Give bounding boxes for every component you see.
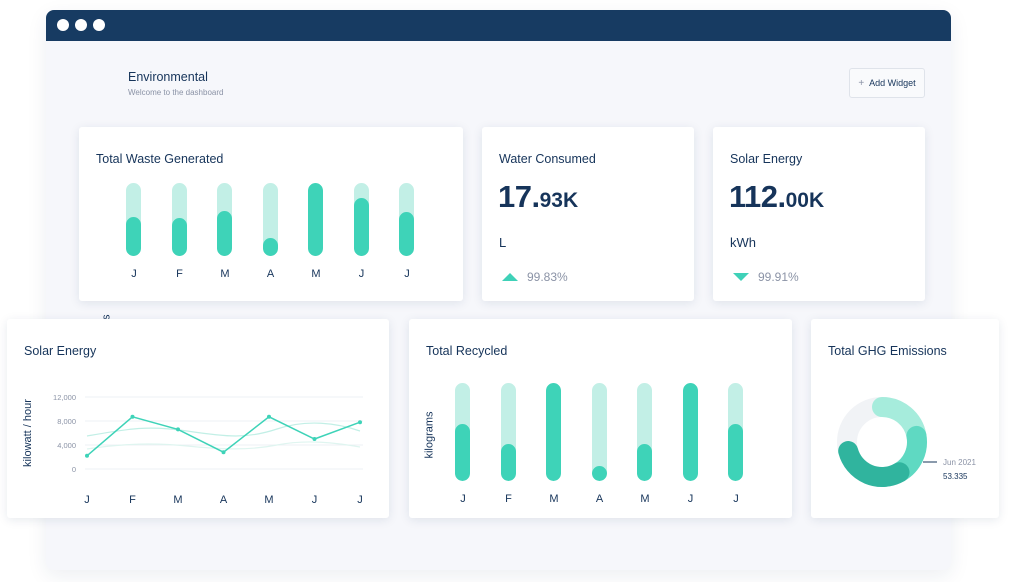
x-tick-label: M <box>311 268 321 280</box>
window-control-dot[interactable] <box>93 19 105 31</box>
bar-track[interactable] <box>728 383 743 481</box>
bar-track[interactable] <box>546 383 561 481</box>
data-point[interactable] <box>358 420 362 425</box>
y-tick-label: 0 <box>72 465 76 474</box>
bar-value <box>455 424 470 481</box>
trend-down-icon <box>733 273 749 281</box>
x-tick-label: M <box>549 493 559 505</box>
bar-track[interactable] <box>500 383 516 481</box>
ghg-annotation-value: 53.335 <box>943 472 968 481</box>
solar-kpi-trend: 99.91% <box>733 270 799 284</box>
page-title: Environmental <box>128 70 208 84</box>
x-tick-label: J <box>84 494 90 506</box>
x-tick-label: A <box>266 268 275 280</box>
bar-value <box>591 466 607 481</box>
data-point[interactable] <box>221 450 226 455</box>
donut-slice[interactable] <box>838 441 910 487</box>
bar-track[interactable] <box>308 183 323 256</box>
bar-track[interactable] <box>682 383 698 481</box>
solar-kpi-trend-value: 99.91% <box>758 270 799 284</box>
waste-card-title: Total Waste Generated <box>96 152 224 166</box>
bar-value <box>682 383 698 481</box>
ghg-donut-chart <box>837 397 937 487</box>
x-tick-label: J <box>131 268 137 280</box>
data-point[interactable] <box>85 453 89 458</box>
y-tick-label: 8,000 <box>57 417 76 426</box>
recycled-y-axis-label: kilograms <box>423 411 436 459</box>
window-control-dot[interactable] <box>57 19 69 31</box>
bar-track[interactable] <box>637 383 652 481</box>
x-tick-label: J <box>312 494 318 506</box>
bar-value <box>171 218 187 256</box>
recycled-card-title: Total Recycled <box>426 344 508 358</box>
bar-track[interactable] <box>455 383 470 481</box>
solar-chart-title: Solar Energy <box>24 344 97 358</box>
x-tick-label: A <box>220 494 228 506</box>
bar-value <box>217 211 232 256</box>
solar-line-chart: 12,000 8,000 4,000 0 J F M A M J J <box>53 393 363 506</box>
bar-value <box>126 217 141 256</box>
bar-track[interactable] <box>353 183 369 256</box>
trend-up-icon <box>502 273 518 281</box>
solar-kpi-title: Solar Energy <box>730 152 803 166</box>
y-tick-label: 4,000 <box>57 441 76 450</box>
bar-track[interactable] <box>262 183 278 256</box>
water-value: 17.93K <box>498 179 579 214</box>
water-card[interactable]: Water Consumed 17.93K L 99.83% <box>482 127 694 301</box>
x-tick-label: M <box>264 494 273 506</box>
x-tick-label: F <box>505 493 512 505</box>
x-tick-label: M <box>640 493 650 505</box>
x-tick-label: F <box>129 494 136 506</box>
bar-value <box>262 237 278 256</box>
bar-track[interactable] <box>217 183 232 256</box>
x-tick-label: J <box>404 268 410 280</box>
solar-chart-card[interactable]: Solar Energy kilowatt / hour 12,000 8,000… <box>7 319 389 518</box>
water-card-title: Water Consumed <box>499 152 596 166</box>
bar-value <box>353 197 369 256</box>
solar-kpi-value: 112.00K <box>729 179 825 214</box>
bar-value <box>637 443 652 481</box>
bar-value <box>308 183 323 256</box>
bar-track[interactable] <box>399 183 414 256</box>
bar-value <box>728 424 743 481</box>
data-point[interactable] <box>176 427 180 432</box>
bar-track[interactable] <box>126 183 141 256</box>
water-trend-value: 99.83% <box>527 270 568 284</box>
ghg-card[interactable]: Total GHG Emissions <box>811 319 999 518</box>
data-point[interactable] <box>130 414 135 419</box>
recycled-card[interactable]: Total Recycled kilograms J F M A M J J <box>409 319 792 518</box>
background-trend-line <box>86 422 361 437</box>
add-widget-button[interactable]: + Add Widget <box>849 68 925 98</box>
page-subtitle: Welcome to the dashboard <box>128 88 224 97</box>
plus-icon: + <box>858 77 865 89</box>
x-tick-label: F <box>176 268 183 280</box>
x-tick-label: J <box>357 494 363 506</box>
x-tick-label: M <box>220 268 230 280</box>
bar-value <box>546 383 561 481</box>
solar-kpi-card[interactable]: Solar Energy 112.00K kWh 99.91% <box>713 127 925 301</box>
x-tick-label: J <box>687 493 694 505</box>
bar-value <box>399 212 414 256</box>
y-tick-label: 12,000 <box>53 393 76 402</box>
window-titlebar <box>46 10 951 41</box>
data-point[interactable] <box>312 437 317 441</box>
ghg-annotation-date: Jun 2021 <box>943 458 976 467</box>
water-trend: 99.83% <box>502 270 568 284</box>
ghg-card-title: Total GHG Emissions <box>828 344 947 358</box>
x-tick-label: J <box>733 493 739 505</box>
bar-track[interactable] <box>171 183 187 256</box>
x-tick-label: A <box>595 493 604 505</box>
x-tick-label: J <box>460 493 466 505</box>
bar-value <box>500 443 516 481</box>
x-tick-label: J <box>358 268 365 280</box>
bar-track[interactable] <box>591 383 607 481</box>
x-tick-label: M <box>173 494 182 506</box>
data-point[interactable] <box>267 414 271 419</box>
add-widget-label: Add Widget <box>869 78 916 88</box>
window-control-dot[interactable] <box>75 19 87 31</box>
solar-kpi-unit: kWh <box>730 235 756 250</box>
water-unit: L <box>499 235 507 250</box>
